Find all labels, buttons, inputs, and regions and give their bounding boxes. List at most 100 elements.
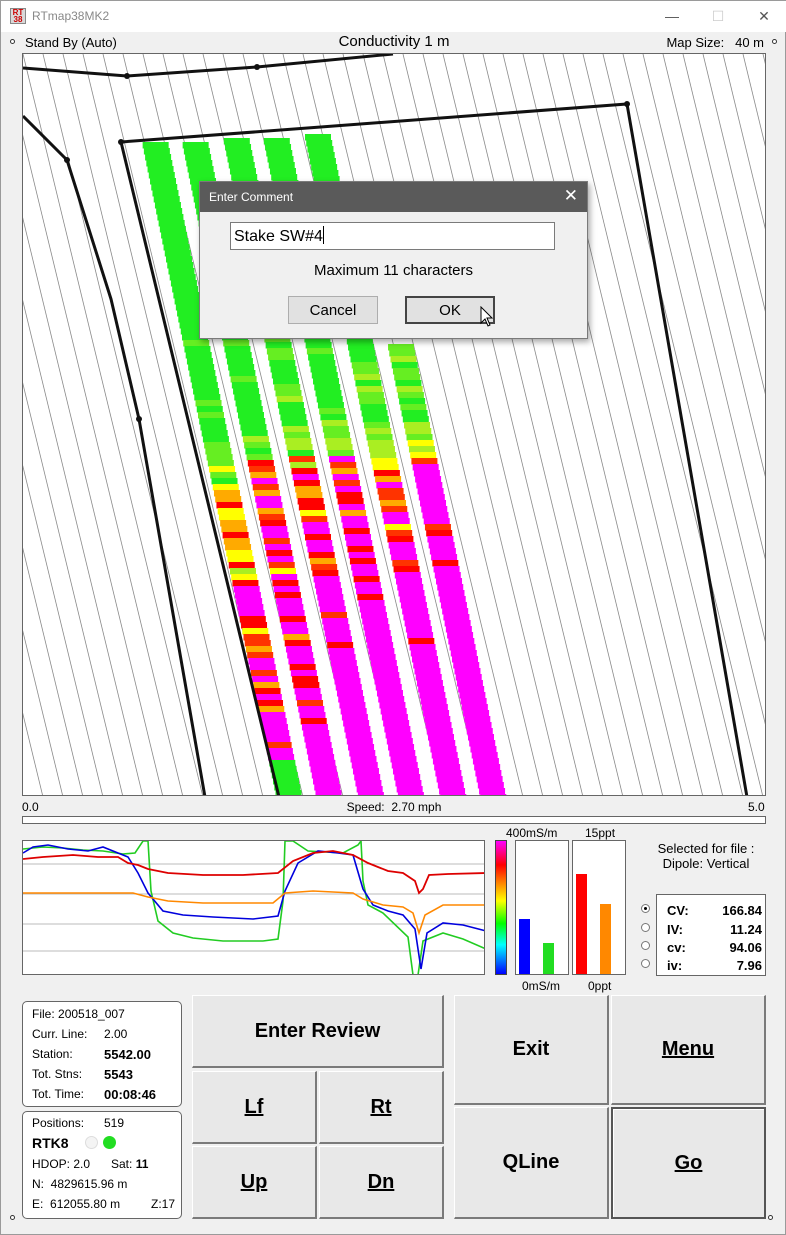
- corner-marker: [772, 39, 777, 44]
- survey-cell: [276, 598, 303, 605]
- survey-cell: [216, 502, 243, 509]
- tot-time-value: 00:08:46: [104, 1087, 157, 1102]
- survey-cell: [325, 636, 352, 643]
- survey-cell: [221, 526, 248, 533]
- survey-cell: [266, 150, 293, 157]
- radio-iv-low[interactable]: [641, 959, 650, 968]
- cancel-button[interactable]: Cancel: [288, 296, 378, 324]
- profile-canvas: [23, 841, 484, 974]
- survey-cell: [271, 574, 298, 581]
- survey-cell: [327, 642, 354, 649]
- survey-cell: [350, 756, 377, 763]
- menu-button[interactable]: Menu: [611, 995, 766, 1105]
- survey-cell: [358, 600, 385, 607]
- survey-cell: [459, 692, 486, 699]
- survey-cell: [373, 672, 400, 679]
- survey-cell: [306, 540, 333, 547]
- survey-cell: [406, 434, 433, 441]
- survey-cell: [265, 544, 292, 551]
- survey-cell: [279, 616, 306, 623]
- survey-cell: [410, 650, 437, 657]
- survey-cell: [261, 724, 288, 731]
- survey-cell: [468, 734, 494, 741]
- enter-review-label: Enter Review: [254, 1019, 381, 1042]
- survey-cell: [287, 450, 314, 457]
- survey-cell: [347, 546, 374, 553]
- survey-cell: [322, 618, 349, 625]
- go-button[interactable]: Go: [611, 1107, 766, 1219]
- survey-cell: [392, 560, 419, 567]
- survey-cell: [286, 444, 313, 451]
- survey-cell: [340, 510, 367, 517]
- survey-cell: [309, 558, 336, 565]
- survey-cell: [429, 740, 456, 747]
- survey-cell: [385, 732, 412, 739]
- survey-cell: [319, 408, 346, 415]
- qline-label: QLine: [502, 1151, 560, 1173]
- survey-cell: [306, 140, 333, 147]
- reading-key: IV:: [667, 922, 683, 937]
- file-value: 200518_007: [58, 1007, 125, 1021]
- reading-value: 11.24: [730, 922, 762, 937]
- survey-cell: [338, 696, 365, 703]
- right-button[interactable]: Rt: [319, 1071, 444, 1144]
- ok-button[interactable]: OK: [405, 296, 495, 324]
- survey-cell: [228, 364, 255, 371]
- exit-button[interactable]: Exit: [454, 995, 609, 1105]
- survey-cell: [455, 674, 482, 681]
- iv-bar: [576, 874, 587, 974]
- survey-cell: [227, 156, 254, 163]
- survey-cell: [174, 298, 201, 305]
- survey-cell: [207, 460, 234, 467]
- qline-button[interactable]: QLine: [454, 1107, 609, 1219]
- survey-cell: [300, 718, 327, 725]
- survey-cell: [298, 706, 325, 713]
- survey-cell: [290, 670, 317, 677]
- survey-cell: [361, 410, 388, 417]
- survey-cell: [336, 492, 363, 499]
- comment-input[interactable]: Stake SW#4: [230, 222, 555, 250]
- survey-cell: [431, 554, 458, 561]
- dialog-title-bar[interactable]: Enter Comment ✕: [200, 182, 587, 212]
- survey-cell: [211, 478, 238, 485]
- dialog-hint: Maximum 11 characters: [314, 262, 473, 279]
- map-canvas: [23, 54, 765, 795]
- close-window-button[interactable]: ✕: [758, 8, 770, 24]
- survey-cell: [301, 516, 328, 523]
- dialog-close-icon[interactable]: ✕: [563, 186, 578, 205]
- left-button[interactable]: Lf: [192, 1071, 317, 1144]
- radio-cv[interactable]: [641, 904, 650, 913]
- survey-cell: [153, 196, 180, 203]
- minimize-button[interactable]: —: [665, 8, 679, 24]
- enter-review-button[interactable]: Enter Review: [192, 995, 444, 1068]
- down-button[interactable]: Dn: [319, 1146, 444, 1219]
- survey-cell: [381, 506, 408, 513]
- survey-map[interactable]: [22, 53, 766, 796]
- radio-iv[interactable]: [641, 923, 650, 932]
- sat-row: Sat: 11: [111, 1157, 148, 1171]
- north-value: 4829615.96 m: [50, 1177, 128, 1191]
- survey-cell: [311, 372, 338, 379]
- survey-cell: [225, 144, 252, 151]
- survey-cell: [359, 398, 386, 405]
- survey-cell: [456, 680, 483, 687]
- survey-cell: [412, 464, 439, 471]
- map-size-value: 40 m: [735, 35, 764, 50]
- survey-cell: [397, 392, 424, 399]
- survey-cell: [157, 214, 184, 221]
- survey-cell: [172, 286, 199, 293]
- survey-cell: [360, 612, 387, 619]
- selected-for-file-label: Selected for file :: [657, 841, 755, 856]
- survey-cell: [421, 506, 448, 513]
- survey-cell: [253, 490, 280, 497]
- survey-cell: [382, 512, 409, 519]
- up-button[interactable]: Up: [192, 1146, 317, 1219]
- survey-cell: [345, 732, 372, 739]
- maximize-button[interactable]: ☐: [711, 8, 725, 24]
- radio-cv-low[interactable]: [641, 941, 650, 950]
- enter-comment-dialog: Enter Comment ✕ Stake SW#4 Maximum 11 ch…: [199, 181, 588, 339]
- survey-cell: [399, 398, 426, 405]
- survey-cell: [351, 362, 378, 369]
- survey-cell: [311, 772, 338, 779]
- profile-trace-green: [23, 841, 484, 974]
